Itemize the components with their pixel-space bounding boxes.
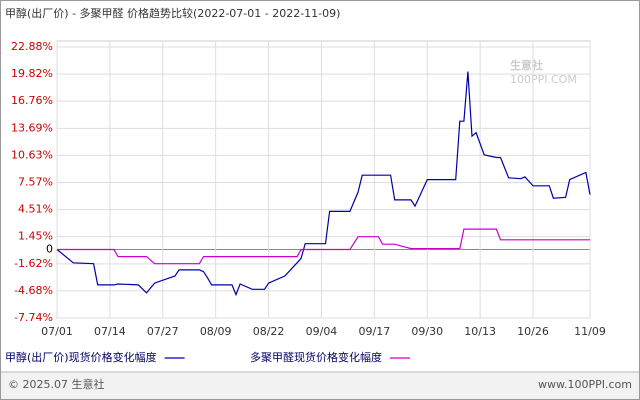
watermark: 100PPI.COM [510,73,577,86]
legend-label: 甲醇(出厂价)现货价格变化幅度 [5,350,157,364]
y-tick-label: 0 [46,242,53,255]
y-tick-label: 13.69% [11,121,53,134]
chart-title: 甲醇(出厂价) - 多聚甲醛 价格趋势比较(2022-07-01 - 2022-… [5,6,340,20]
x-tick-label: 10/26 [517,325,549,338]
watermark: 生意社 [510,58,543,72]
series-line [56,71,591,297]
y-tick-label: 10.63% [11,148,53,161]
footer-bg [1,372,639,399]
y-tick-label: 7.57% [18,176,53,189]
x-tick-label: 09/30 [411,325,443,338]
x-tick-label: 07/27 [147,325,179,338]
y-tick-label: 22.88% [11,40,53,53]
x-tick-label: 07/14 [94,325,126,338]
x-tick-label: 08/22 [253,325,285,338]
footer-left: © 2025.07 生意社 [8,377,104,391]
y-tick-label: -1.62% [14,257,53,270]
x-tick-label: 10/13 [464,325,496,338]
y-tick-label: -4.68% [14,284,53,297]
legend-label: 多聚甲醛现货价格变化幅度 [250,350,382,364]
y-tick-label: 16.76% [11,94,53,107]
x-tick-label: 07/01 [41,325,73,338]
y-tick-label: 19.82% [11,67,53,80]
x-tick-label: 08/09 [200,325,232,338]
y-tick-label: 1.45% [18,230,53,243]
x-tick-label: 09/04 [306,325,338,338]
y-tick-label: -7.74% [14,311,53,324]
series-line [57,228,590,265]
x-tick-label: 11/09 [574,325,606,338]
footer-right: www.100PPI.com [538,378,632,391]
y-tick-label: 4.51% [18,203,53,216]
x-tick-label: 09/17 [359,325,391,338]
